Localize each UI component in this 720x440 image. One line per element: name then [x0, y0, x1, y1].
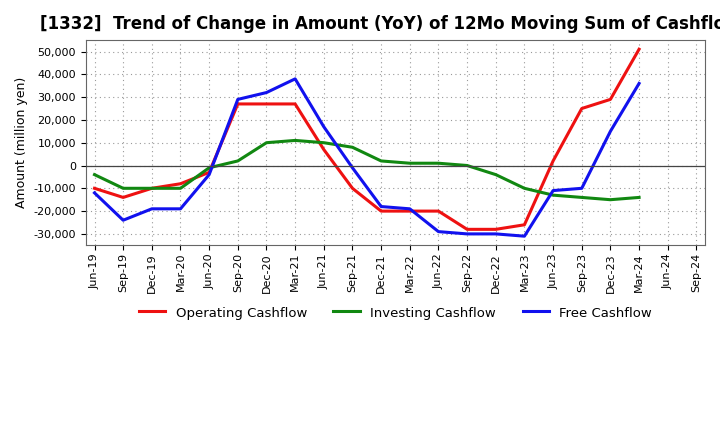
Free Cashflow: [291, 76, 300, 81]
Free Cashflow: [348, 165, 357, 170]
Operating Cashflow: [492, 227, 500, 232]
Investing Cashflow: [204, 165, 213, 170]
Investing Cashflow: [90, 172, 99, 177]
Operating Cashflow: [606, 97, 615, 102]
Investing Cashflow: [405, 161, 414, 166]
Operating Cashflow: [233, 101, 242, 106]
Free Cashflow: [377, 204, 385, 209]
Investing Cashflow: [176, 186, 185, 191]
Free Cashflow: [606, 128, 615, 134]
Free Cashflow: [148, 206, 156, 212]
Investing Cashflow: [262, 140, 271, 145]
Investing Cashflow: [348, 145, 357, 150]
Operating Cashflow: [176, 181, 185, 187]
Investing Cashflow: [635, 195, 644, 200]
Investing Cashflow: [606, 197, 615, 202]
Free Cashflow: [320, 124, 328, 129]
Operating Cashflow: [405, 209, 414, 214]
Free Cashflow: [492, 231, 500, 237]
Investing Cashflow: [119, 186, 127, 191]
Investing Cashflow: [463, 163, 472, 168]
Free Cashflow: [204, 172, 213, 177]
Free Cashflow: [463, 231, 472, 237]
Investing Cashflow: [577, 195, 586, 200]
Operating Cashflow: [577, 106, 586, 111]
Free Cashflow: [262, 90, 271, 95]
Operating Cashflow: [204, 170, 213, 175]
Free Cashflow: [434, 229, 443, 234]
Free Cashflow: [233, 97, 242, 102]
Operating Cashflow: [434, 209, 443, 214]
Operating Cashflow: [348, 186, 357, 191]
Investing Cashflow: [233, 158, 242, 164]
Free Cashflow: [520, 234, 528, 239]
Operating Cashflow: [549, 158, 557, 164]
Free Cashflow: [549, 188, 557, 193]
Free Cashflow: [577, 186, 586, 191]
Operating Cashflow: [377, 209, 385, 214]
Investing Cashflow: [377, 158, 385, 164]
Title: [1332]  Trend of Change in Amount (YoY) of 12Mo Moving Sum of Cashflows: [1332] Trend of Change in Amount (YoY) o…: [40, 15, 720, 33]
Investing Cashflow: [549, 193, 557, 198]
Free Cashflow: [119, 218, 127, 223]
Operating Cashflow: [635, 47, 644, 52]
Free Cashflow: [635, 81, 644, 86]
Free Cashflow: [90, 190, 99, 195]
Operating Cashflow: [520, 222, 528, 227]
Operating Cashflow: [119, 195, 127, 200]
Investing Cashflow: [434, 161, 443, 166]
Investing Cashflow: [492, 172, 500, 177]
Line: Operating Cashflow: Operating Cashflow: [94, 49, 639, 229]
Operating Cashflow: [463, 227, 472, 232]
Investing Cashflow: [520, 186, 528, 191]
Operating Cashflow: [320, 147, 328, 152]
Y-axis label: Amount (million yen): Amount (million yen): [15, 77, 28, 208]
Operating Cashflow: [291, 101, 300, 106]
Operating Cashflow: [262, 101, 271, 106]
Free Cashflow: [176, 206, 185, 212]
Investing Cashflow: [320, 140, 328, 145]
Operating Cashflow: [90, 186, 99, 191]
Investing Cashflow: [148, 186, 156, 191]
Legend: Operating Cashflow, Investing Cashflow, Free Cashflow: Operating Cashflow, Investing Cashflow, …: [133, 301, 657, 325]
Line: Free Cashflow: Free Cashflow: [94, 79, 639, 236]
Free Cashflow: [405, 206, 414, 212]
Operating Cashflow: [148, 186, 156, 191]
Line: Investing Cashflow: Investing Cashflow: [94, 140, 639, 200]
Investing Cashflow: [291, 138, 300, 143]
